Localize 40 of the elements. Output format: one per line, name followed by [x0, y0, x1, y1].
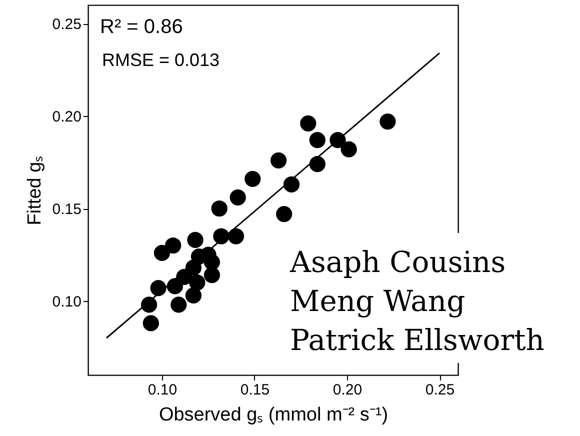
- annotation: Asaph Cousins: [289, 245, 506, 279]
- point: [166, 278, 184, 294]
- annotation: Patrick Ellsworth: [290, 323, 544, 357]
- point: [170, 296, 187, 313]
- point: [309, 156, 326, 172]
- point: [140, 296, 158, 313]
- x-tick-label: 0.25: [425, 382, 455, 398]
- y-tick-label: 0.25: [52, 16, 82, 33]
- annotation: R² = 0.86: [100, 16, 183, 38]
- point: [270, 152, 287, 168]
- y-tick-label: 0.15: [52, 201, 82, 218]
- point: [187, 232, 204, 248]
- point: [230, 189, 246, 206]
- x-tick-label: 0.10: [148, 382, 178, 398]
- point: [204, 267, 220, 284]
- point: [185, 287, 202, 304]
- point: [300, 115, 316, 132]
- point: [330, 132, 346, 148]
- point: [244, 170, 261, 187]
- point: [213, 228, 230, 244]
- point: [380, 114, 396, 130]
- point: [189, 274, 206, 291]
- x-tick-label: 0.15: [240, 382, 270, 398]
- y-axis-title: Fitted gₛ: [24, 156, 46, 226]
- x-tick-label: 0.20: [332, 382, 362, 398]
- point: [165, 237, 182, 254]
- point: [309, 132, 326, 148]
- point: [283, 176, 300, 192]
- point: [228, 228, 244, 244]
- point: [276, 206, 292, 222]
- y-tick-label: 0.20: [52, 108, 82, 126]
- annotation: Meng Wang: [290, 284, 466, 318]
- y-tick-label: 0.10: [52, 294, 82, 310]
- point: [340, 141, 357, 158]
- point: [211, 200, 228, 217]
- point: [142, 315, 159, 332]
- point: [150, 280, 166, 296]
- annotation: RMSE = 0.013: [102, 50, 220, 70]
- x-axis-title: Observed gₛ (mmol m⁻² s⁻¹): [158, 404, 388, 426]
- point: [154, 244, 170, 261]
